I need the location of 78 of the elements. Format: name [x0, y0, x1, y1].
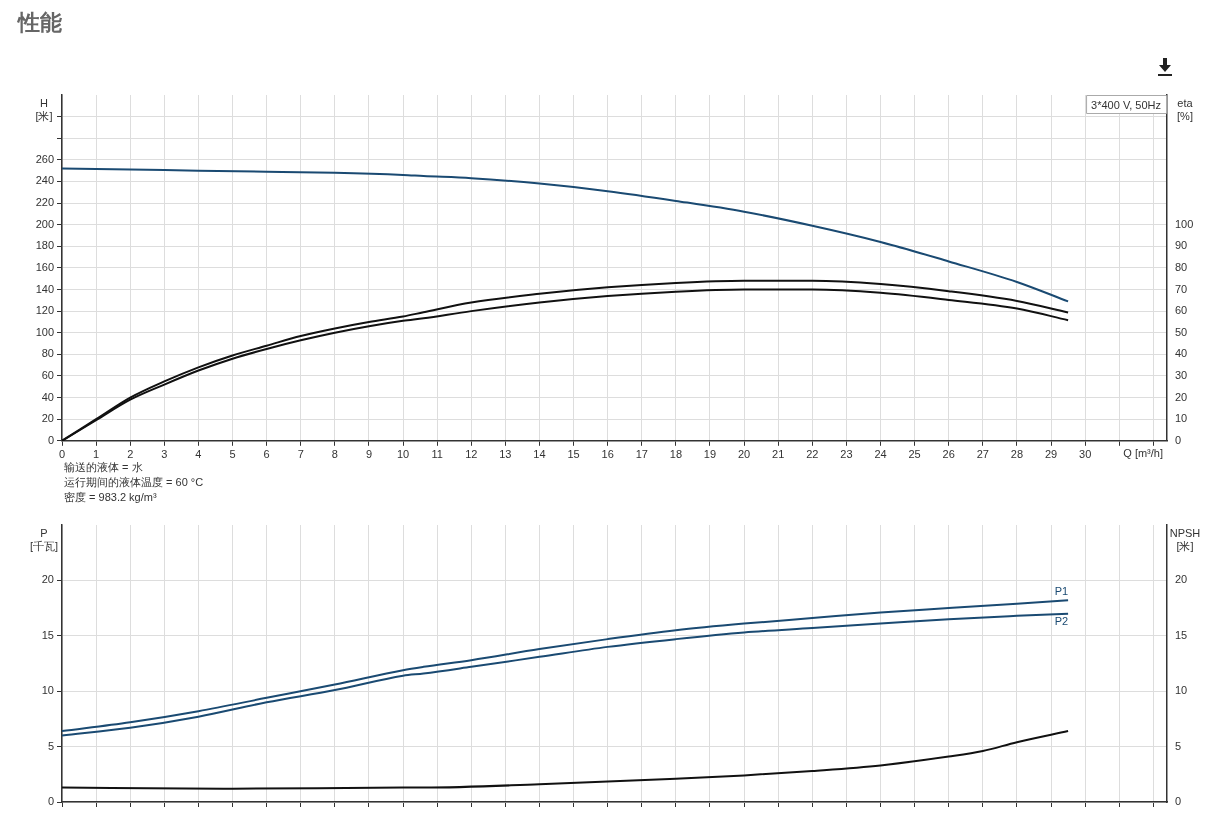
y2-tick-label: 40: [1175, 347, 1188, 360]
text: 密度 = 983.2 kg/m³: [64, 491, 157, 504]
x-tick-label: 4: [195, 448, 202, 461]
y2-tick-label: 0: [1175, 795, 1182, 808]
y-tick-label: 260: [35, 152, 54, 165]
x-tick-label: 2: [127, 448, 134, 461]
annotation: 3*400 V, 50Hz: [1091, 98, 1162, 111]
x-tick-label: 16: [601, 448, 614, 461]
x-tick-label: 22: [806, 448, 819, 461]
y2-tick-label: 80: [1175, 260, 1188, 273]
y2-tick-label: 90: [1175, 239, 1188, 252]
x-tick-label: 20: [737, 448, 751, 461]
text: 输送的液体 = 水: [64, 461, 143, 474]
y-tick-label: 200: [35, 217, 54, 230]
y-tick-label: 0: [47, 795, 54, 808]
text: 运行期间的液体温度 = 60 °C: [64, 476, 204, 489]
x-tick-label: 3: [161, 448, 168, 461]
y-tick-label: 80: [41, 347, 54, 360]
x-tick-label: 14: [533, 448, 546, 461]
y2-tick-label: 10: [1175, 412, 1188, 425]
x-tick-label: 15: [567, 448, 580, 461]
y2-axis-title: NPSH [米]: [1169, 526, 1201, 552]
x-tick-label: 5: [229, 448, 236, 461]
x-axis-title: Q [m³/h]: [1123, 447, 1163, 460]
x-tick-label: 6: [263, 448, 270, 461]
y-tick-label: 240: [35, 174, 54, 187]
x-tick-label: 30: [1079, 448, 1092, 461]
y-tick-label: 0: [47, 433, 54, 446]
y-tick-label: 40: [41, 390, 54, 403]
x-tick-label: 0: [58, 448, 66, 461]
x-tick-label: 19: [703, 448, 717, 461]
y2-tick-label: 15: [1175, 628, 1188, 641]
y-axis-title: H [米]: [35, 96, 53, 122]
y-tick-label: 220: [35, 196, 54, 209]
y2-tick-label: 0: [1175, 433, 1182, 446]
y-tick-label: 60: [41, 368, 54, 381]
x-tick-label: 23: [840, 448, 853, 461]
x-tick-label: 24: [874, 448, 887, 461]
x-tick-label: 28: [1010, 448, 1024, 461]
y-tick-label: 15: [41, 628, 54, 641]
y2-tick-label: 20: [1175, 573, 1188, 586]
chart-title: 性能: [18, 9, 62, 37]
x-tick-label: 11: [431, 448, 443, 461]
y-tick-label: 20: [41, 573, 54, 586]
x-tick-label: 10: [396, 448, 410, 461]
y-tick-label: 180: [35, 239, 54, 252]
x-tick-label: 12: [465, 448, 478, 461]
y-tick-label: 160: [35, 260, 54, 273]
y2-tick-label: 70: [1175, 282, 1188, 295]
y-axis-title: P [千瓦]: [29, 526, 59, 552]
x-tick-label: 7: [297, 448, 304, 461]
y2-tick-label: 30: [1175, 368, 1188, 381]
x-tick-label: 1: [93, 448, 100, 461]
y2-tick-label: 20: [1175, 390, 1188, 403]
series-label: P1: [1054, 584, 1069, 597]
x-tick-label: 9: [365, 448, 373, 461]
x-tick-label: 17: [635, 448, 648, 461]
x-tick-label: 26: [942, 448, 955, 461]
y2-axis-title: eta [%]: [1177, 96, 1194, 122]
y-tick-label: 20: [41, 412, 54, 425]
x-tick-label: 8: [331, 448, 338, 461]
x-tick-label: 18: [669, 448, 683, 461]
y2-tick-label: 50: [1175, 325, 1188, 338]
x-tick-label: 21: [772, 448, 785, 461]
y2-tick-label: 5: [1175, 739, 1182, 752]
y-tick-label: 5: [47, 739, 54, 752]
series-label: P2: [1054, 615, 1069, 628]
y-tick-label: 140: [35, 282, 54, 295]
x-tick-label: 29: [1044, 448, 1058, 461]
x-tick-label: 27: [976, 448, 989, 461]
y2-tick-label: 10: [1175, 684, 1188, 697]
x-tick-label: 13: [499, 448, 512, 461]
x-tick-label: 25: [908, 448, 921, 461]
y2-tick-label: 60: [1175, 304, 1188, 317]
y2-tick-label: 100: [1175, 217, 1194, 230]
y-tick-label: 100: [35, 325, 54, 338]
y-tick-label: 10: [41, 684, 54, 697]
y-tick-label: 120: [35, 304, 54, 317]
